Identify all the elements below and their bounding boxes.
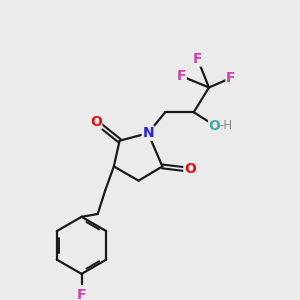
Text: F: F (193, 52, 202, 66)
Text: O: O (90, 115, 102, 129)
Text: F: F (226, 71, 236, 85)
Text: N: N (142, 126, 154, 140)
Text: F: F (177, 69, 186, 83)
Text: -H: -H (220, 119, 232, 132)
Text: O: O (209, 118, 220, 133)
Text: F: F (77, 288, 86, 300)
Text: O: O (184, 162, 196, 176)
